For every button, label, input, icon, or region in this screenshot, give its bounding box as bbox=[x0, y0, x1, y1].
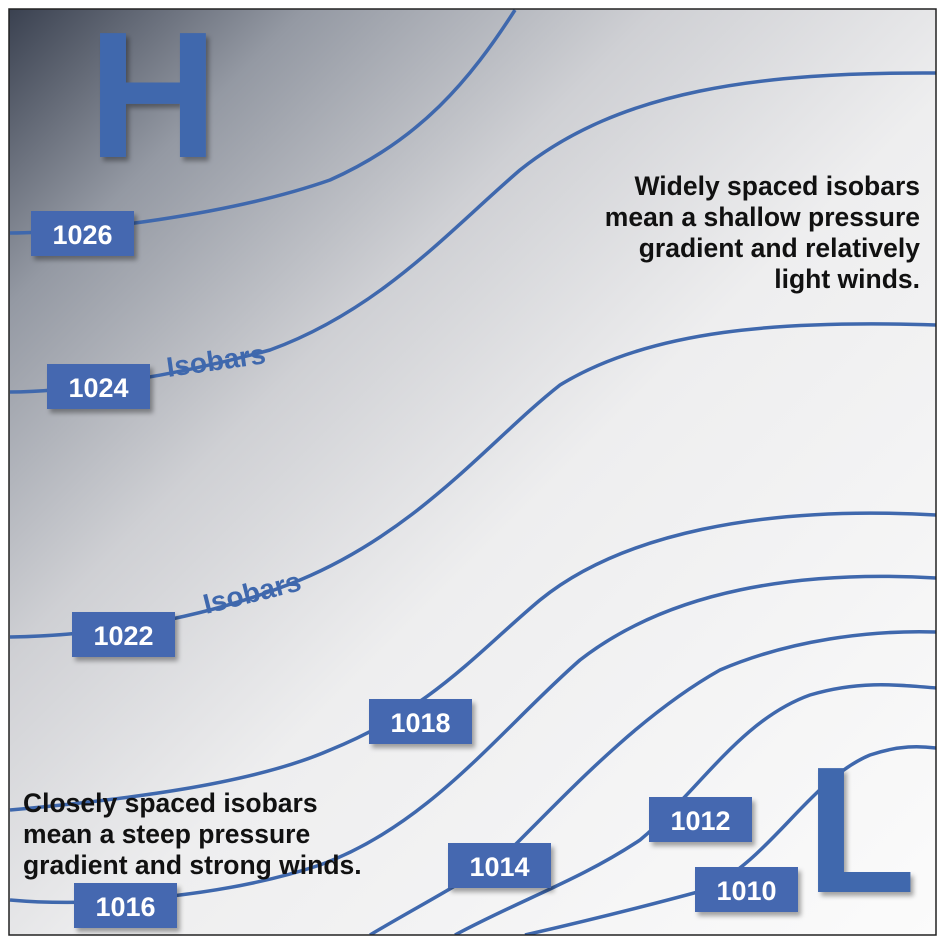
isobar-line-1018 bbox=[9, 511, 936, 812]
pressure-badge-1018: 1018 bbox=[369, 699, 472, 744]
svg-text:1024: 1024 bbox=[68, 373, 128, 403]
svg-text:1010: 1010 bbox=[716, 876, 776, 906]
note-line: gradient and relatively bbox=[639, 233, 921, 263]
map-background bbox=[9, 9, 936, 935]
note-closely-spaced: Closely spaced isobars mean a steep pres… bbox=[23, 788, 362, 880]
pressure-badge-1022: 1022 bbox=[72, 612, 175, 657]
isobar-line-1012 bbox=[454, 683, 936, 935]
note-line: light winds. bbox=[774, 264, 920, 294]
svg-text:1016: 1016 bbox=[95, 892, 155, 922]
svg-text:1012: 1012 bbox=[670, 806, 730, 836]
pressure-badge-1012: 1012 bbox=[649, 797, 752, 842]
note-line: Closely spaced isobars bbox=[23, 788, 318, 818]
pressure-badge-1026: 1026 bbox=[31, 211, 134, 256]
svg-text:1022: 1022 bbox=[93, 621, 153, 651]
pressure-badge-1010: 1010 bbox=[695, 867, 798, 912]
high-pressure-letter: H bbox=[88, 0, 218, 196]
low-pressure-letter: L bbox=[806, 730, 916, 931]
note-widely-spaced: Widely spaced isobars mean a shallow pre… bbox=[605, 171, 920, 294]
pressure-badge-1024: 1024 bbox=[47, 364, 150, 409]
note-line: gradient and strong winds. bbox=[23, 850, 362, 880]
pressure-badge-1016: 1016 bbox=[74, 883, 177, 928]
svg-text:1026: 1026 bbox=[52, 220, 112, 250]
pressure-badges: 1026 1024 1022 1018 1016 1014 1012 1010 bbox=[31, 211, 798, 928]
note-line: mean a shallow pressure bbox=[605, 202, 920, 232]
pressure-badge-1014: 1014 bbox=[448, 843, 551, 888]
note-line: mean a steep pressure bbox=[23, 819, 310, 849]
isobar-line-1010 bbox=[524, 744, 936, 935]
map-frame bbox=[8, 8, 937, 936]
svg-text:1014: 1014 bbox=[469, 852, 529, 882]
svg-text:1018: 1018 bbox=[390, 708, 450, 738]
note-line: Widely spaced isobars bbox=[635, 171, 920, 201]
